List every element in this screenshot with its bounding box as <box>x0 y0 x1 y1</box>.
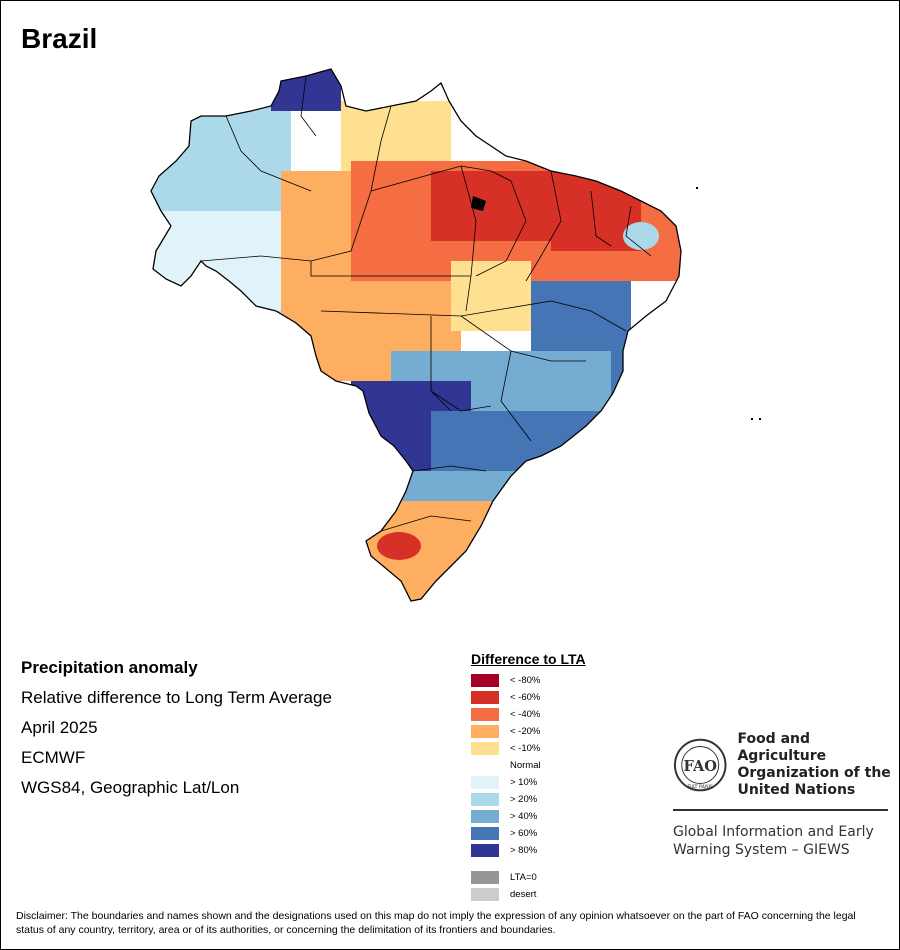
legend-item-swatch <box>471 793 499 806</box>
legend-item-row: > 20% <box>471 791 586 808</box>
anomaly-region-north-coast <box>341 101 451 171</box>
legend-item-label: > 20% <box>510 794 538 805</box>
legend-items: < -80% < -60% < -40% < -20% < -10% Normal > 10… <box>471 672 586 859</box>
legend-title: Difference to LTA <box>471 651 586 667</box>
fao-org-name: Food and Agriculture Organization of the… <box>737 731 891 798</box>
anomaly-region-far-south <box>351 501 511 601</box>
legend-item-label: Normal <box>510 760 541 771</box>
island-east-2 <box>751 418 753 420</box>
map-info: Precipitation anomaly Relative differenc… <box>21 656 332 806</box>
legend-item-row: > 80% <box>471 842 586 859</box>
legend-item-row: > 10% <box>471 774 586 791</box>
logo-divider <box>673 809 888 811</box>
legend-extra-item-label: LTA=0 <box>510 872 537 883</box>
legend: Difference to LTA < -80% < -60% < -40% < -2… <box>471 651 586 903</box>
info-line-period: April 2025 <box>21 718 98 737</box>
island-east-1 <box>696 187 698 189</box>
giews-name: Global Information and Early Warning Sys… <box>673 824 874 858</box>
legend-item-row: < -10% <box>471 740 586 757</box>
legend-item-label: < -40% <box>510 709 541 720</box>
legend-item-label: < -20% <box>510 726 541 737</box>
svg-text:FIAT PANIS: FIAT PANIS <box>687 784 713 790</box>
legend-item-row: < -60% <box>471 689 586 706</box>
state-boundaries <box>200 75 652 532</box>
legend-extra-item-row: desert <box>471 886 586 903</box>
legend-item-swatch <box>471 827 499 840</box>
legend-item-swatch <box>471 691 499 704</box>
svg-text:FAO: FAO <box>683 758 717 775</box>
legend-item-label: < -10% <box>510 743 541 754</box>
legend-item-swatch <box>471 674 499 687</box>
precipitation-map <box>150 68 761 602</box>
legend-item-swatch <box>471 844 499 857</box>
legend-item-label: > 60% <box>510 828 538 839</box>
legend-extra-item-swatch <box>471 888 499 901</box>
legend-item-swatch <box>471 742 499 755</box>
legend-item-row: > 60% <box>471 825 586 842</box>
anomaly-region-ne-tip <box>623 222 659 250</box>
info-line-description: Relative difference to Long Term Average <box>21 688 332 707</box>
legend-item-swatch <box>471 759 499 772</box>
legend-extra: LTA=0 desert <box>471 869 586 903</box>
legend-item-label: < -80% <box>510 675 541 686</box>
legend-item-label: > 40% <box>510 811 538 822</box>
info-line-source: ECMWF <box>21 748 86 767</box>
legend-item-row: < -20% <box>471 723 586 740</box>
map-title: Brazil <box>21 23 98 54</box>
legend-item-swatch <box>471 776 499 789</box>
disclaimer: Disclaimer: The boundaries and names sho… <box>16 910 856 936</box>
anomaly-field <box>151 69 681 601</box>
anomaly-region-far-south-red <box>377 532 421 560</box>
anomaly-region-mid-pale <box>451 261 531 331</box>
legend-item-row: Normal <box>471 757 586 774</box>
legend-item-swatch <box>471 725 499 738</box>
fao-emblem-icon: FAO FIAT PANIS <box>673 738 727 792</box>
legend-item-label: > 80% <box>510 845 538 856</box>
legend-item-label: > 10% <box>510 777 538 788</box>
legend-item-row: > 40% <box>471 808 586 825</box>
legend-extra-item-row: LTA=0 <box>471 869 586 886</box>
island-east-3 <box>759 418 761 420</box>
legend-item-swatch <box>471 708 499 721</box>
legend-item-row: < -80% <box>471 672 586 689</box>
fao-logo-block: FAO FIAT PANIS Food and Agriculture Orga… <box>673 731 899 859</box>
legend-item-row: < -40% <box>471 706 586 723</box>
island-marajo <box>471 196 486 211</box>
legend-extra-item-swatch <box>471 871 499 884</box>
legend-item-swatch <box>471 810 499 823</box>
anomaly-region-southeast <box>431 411 611 471</box>
brazil-border <box>150 68 682 602</box>
legend-item-label: < -60% <box>510 692 541 703</box>
info-line-projection: WGS84, Geographic Lat/Lon <box>21 778 240 797</box>
info-line-variable: Precipitation anomaly <box>21 658 198 677</box>
legend-extra-item-label: desert <box>510 889 537 900</box>
